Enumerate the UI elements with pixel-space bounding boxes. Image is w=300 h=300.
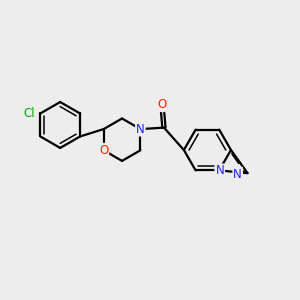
Text: O: O <box>158 98 167 111</box>
Text: O: O <box>99 144 108 157</box>
Text: N: N <box>215 164 224 178</box>
Text: N: N <box>136 123 145 136</box>
Text: Cl: Cl <box>23 107 35 120</box>
Text: N: N <box>233 168 242 181</box>
